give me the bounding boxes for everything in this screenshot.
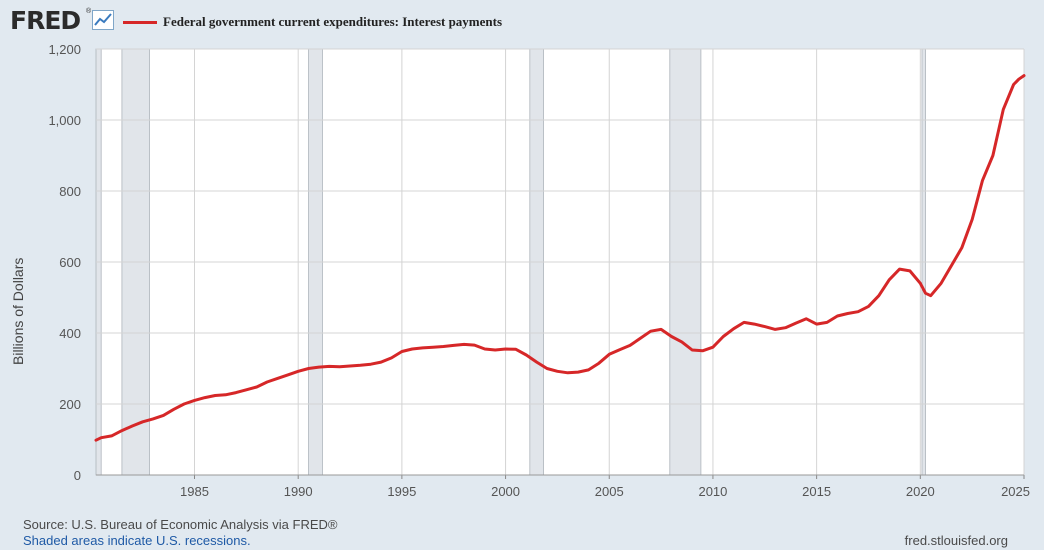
x-tick-label: 2025	[1001, 484, 1030, 499]
y-tick-label: 200	[59, 397, 81, 412]
y-tick-label: 600	[59, 255, 81, 270]
source-text: Source: U.S. Bureau of Economic Analysis…	[23, 517, 338, 532]
fred-logo[interactable]: FRED	[10, 6, 81, 35]
x-tick-label: 2010	[698, 484, 727, 499]
x-tick-label: 2000	[491, 484, 520, 499]
x-tick-label: 1990	[284, 484, 313, 499]
x-tick-label: 2005	[595, 484, 624, 499]
footer-source-block: Source: U.S. Bureau of Economic Analysis…	[23, 517, 337, 549]
x-tick-label: 2020	[906, 484, 935, 499]
y-tick-label: 800	[59, 184, 81, 199]
fred-logo-registered-mark: ®	[86, 8, 92, 15]
chart-header: FRED ® Federal government current expend…	[10, 4, 1030, 35]
x-tick-label: 1995	[387, 484, 416, 499]
legend-line-swatch	[123, 21, 157, 24]
series-line	[94, 74, 1026, 442]
y-tick-label: 400	[59, 326, 81, 341]
y-tick-label: 0	[74, 468, 81, 483]
site-url[interactable]: fred.stlouisfed.org	[904, 533, 1008, 548]
chart-plot: 0 200 400 600 800 1,000 1,200 1985 1990 1995 2000 2…	[48, 42, 1030, 499]
recession-note[interactable]: Shaded areas indicate U.S. recessions.	[23, 533, 251, 548]
legend-series-label[interactable]: Federal government current expenditures:…	[163, 14, 503, 29]
x-tick-label: 2015	[802, 484, 831, 499]
y-tick-label: 1,000	[48, 113, 81, 128]
y-tick-label: 1,200	[48, 42, 81, 57]
chart-line-icon	[92, 10, 114, 30]
x-tick-label: 1985	[180, 484, 209, 499]
